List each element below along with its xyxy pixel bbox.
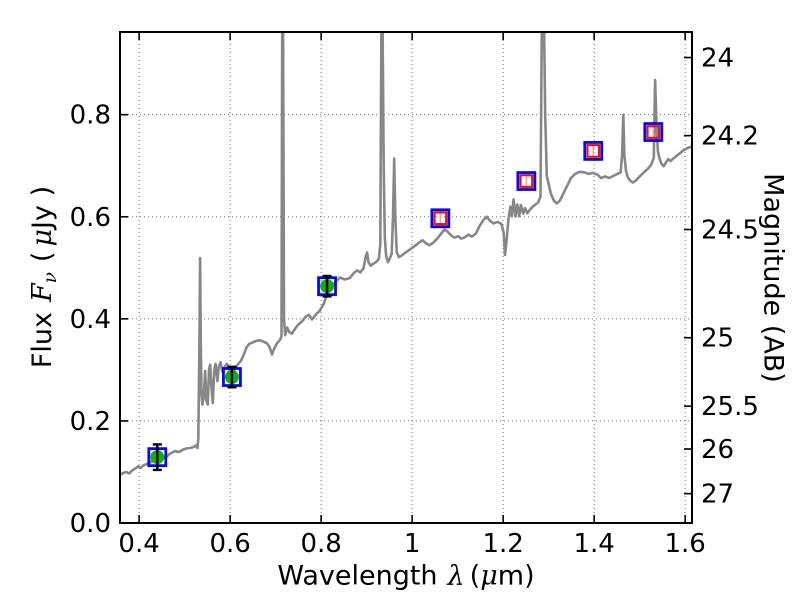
y-tick-label-left: 0.4 [70,305,111,335]
flux-symbol: F [27,283,59,302]
mu-symbol-y: μ [27,228,59,247]
x-axis-label: Wavelength λ (μm) [277,560,535,592]
red-square-marker [519,174,534,188]
observed-photometry-point [147,443,168,472]
spectrum-line [120,32,692,477]
y-axis-label-left: FluxFν(μJy ) [27,185,61,369]
blue-square-marker [643,122,664,142]
y-tick-label-right: 24.2 [701,122,759,152]
model-photometry-point [643,122,664,142]
y-axis-label-text: Flux [27,311,59,369]
y-axis-label-right: Magnitude (AB) [757,173,789,383]
grid [120,32,692,523]
red-square-marker [646,125,661,139]
x-tick-label: 1.2 [482,529,523,559]
model-photometry-point [583,141,604,161]
x-tick-label: 0.8 [300,529,341,559]
nu-subscript: ν [39,272,61,284]
x-tick-label: 1.6 [664,529,705,559]
red-square-marker [586,144,601,158]
x-axis-label-text: Wavelength [277,560,438,592]
y-tick-label-right: 26 [701,435,734,465]
x-tick-label: 1 [404,529,421,559]
plot-frame [119,31,693,524]
x-tick-label: 0.4 [118,529,159,559]
y-tick-label-left: 0.8 [70,101,111,131]
y-tick-label-left: 0.0 [70,509,111,539]
tick-labels: 0.4 0.6 0.8 1 1.2 1.4 1.6 0.0 0.2 0.4 0.6 0.8 24 24.2… [70,44,759,559]
y-tick-label-right: 24 [701,44,734,74]
y-tick-label-right: 24.5 [701,216,759,246]
axis-ticks [120,32,692,524]
x-tick-label: 0.6 [209,529,250,559]
observed-photometry-point [222,365,242,389]
lambda-symbol: λ [447,560,465,592]
observed-photometry-point [317,274,337,298]
y-tick-label-left: 0.6 [70,203,111,233]
y-tick-label-right: 25.5 [701,392,759,422]
mu-symbol: μ [480,560,498,592]
model-photometry-point [516,171,537,191]
model-photometry-point [430,208,451,229]
blue-square-marker [516,171,537,191]
x-tick-label: 1.4 [573,529,614,559]
red-square-marker [433,211,448,226]
y-tick-label-right: 25 [701,324,734,354]
blue-square-marker [430,208,451,229]
blue-square-marker [583,141,604,161]
y-tick-label-left: 0.2 [70,407,111,437]
y-tick-label-right: 27 [701,480,734,510]
